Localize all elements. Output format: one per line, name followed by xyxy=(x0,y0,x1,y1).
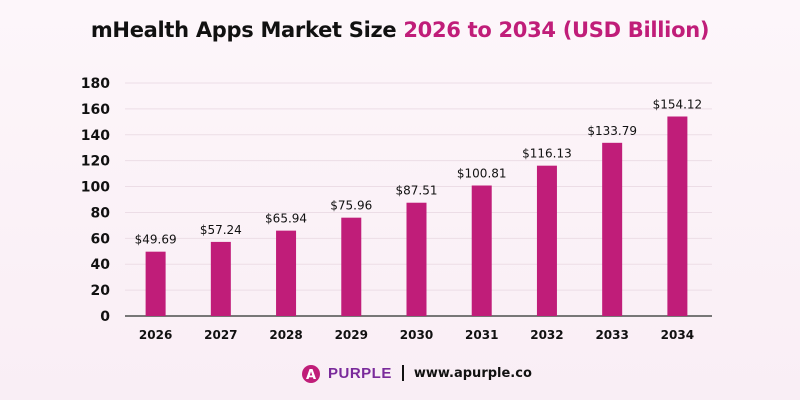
x-tick-label: 2027 xyxy=(204,328,237,342)
y-tick-label: 140 xyxy=(81,128,110,144)
bar xyxy=(276,230,297,316)
bar xyxy=(210,241,231,316)
y-tick-label: 20 xyxy=(91,283,111,299)
x-tick-label: 2034 xyxy=(661,328,694,342)
y-tick-label: 80 xyxy=(91,205,111,221)
data-label: $65.94 xyxy=(265,212,307,226)
y-tick-label: 160 xyxy=(81,102,110,118)
x-tick-label: 2032 xyxy=(530,328,563,342)
data-label: $133.79 xyxy=(587,124,637,138)
bar xyxy=(536,165,557,316)
chart-title: mHealth Apps Market Size 2026 to 2034 (U… xyxy=(0,18,800,42)
x-tick-label: 2026 xyxy=(139,328,172,342)
bar xyxy=(602,142,623,316)
y-tick-label: 100 xyxy=(81,180,110,196)
y-tick-label: 180 xyxy=(81,76,110,92)
data-label: $49.69 xyxy=(135,233,177,247)
x-tick-label: 2029 xyxy=(335,328,368,342)
website-link[interactable]: www.apurple.co xyxy=(413,365,532,381)
data-label: $87.51 xyxy=(396,184,438,198)
y-tick-label: 60 xyxy=(91,231,111,247)
logo-text: PURPLE xyxy=(328,364,392,382)
data-label: $100.81 xyxy=(457,167,507,181)
data-label: $154.12 xyxy=(653,98,703,112)
data-label: $75.96 xyxy=(330,199,372,213)
x-tick-label: 2033 xyxy=(595,328,628,342)
divider xyxy=(401,365,404,381)
x-tick-label: 2028 xyxy=(269,328,302,342)
apurple-logo-icon: A xyxy=(302,365,320,383)
x-tick-label: 2030 xyxy=(400,328,433,342)
x-tick-label: 2031 xyxy=(465,328,498,342)
svg-text:A: A xyxy=(306,368,316,383)
bar xyxy=(406,202,427,316)
bar xyxy=(145,251,166,316)
bar xyxy=(471,185,492,316)
title-main: mHealth Apps Market Size xyxy=(90,18,404,42)
y-tick-label: 0 xyxy=(100,309,110,325)
title-highlight: 2026 to 2034 (USD Billion) xyxy=(403,18,710,42)
bar xyxy=(667,116,688,317)
y-tick-label: 120 xyxy=(81,154,110,170)
bar xyxy=(341,217,362,316)
footer: A PURPLE www.apurple.co xyxy=(300,362,532,384)
data-label: $57.24 xyxy=(200,223,242,237)
y-tick-label: 40 xyxy=(91,257,111,273)
data-label: $116.13 xyxy=(522,147,572,161)
